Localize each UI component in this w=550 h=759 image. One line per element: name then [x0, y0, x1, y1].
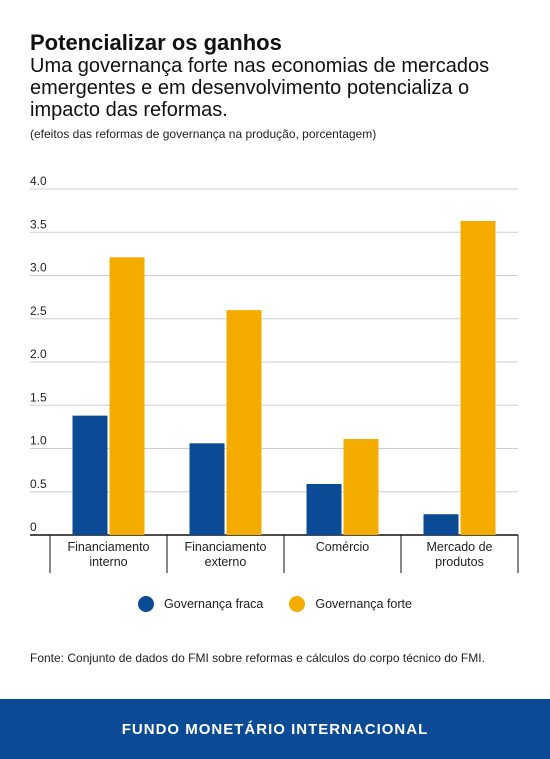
y-tick-label: 0.5	[30, 477, 47, 491]
x-category-label: externo	[205, 555, 247, 569]
legend-item-weak: Governança fraca	[138, 596, 263, 612]
legend-swatch-strong	[289, 596, 306, 612]
x-category-label: Mercado de	[426, 540, 492, 554]
legend-item-strong: Governança forte	[289, 596, 412, 612]
bar-weak-governance	[306, 483, 342, 535]
legend-swatch-weak	[138, 596, 155, 612]
x-category-label: Financiamento	[68, 540, 150, 554]
bar-strong-governance	[343, 438, 379, 535]
legend-label-strong: Governança forte	[315, 597, 412, 611]
source-note: Fonte: Conjunto de dados do FMI sobre re…	[30, 651, 485, 665]
legend: Governança fraca Governança forte	[0, 596, 550, 612]
x-category-label: interno	[89, 555, 127, 569]
y-tick-label: 2.5	[30, 304, 47, 318]
y-tick-label: 3.5	[30, 217, 47, 231]
bar-strong-governance	[109, 257, 145, 535]
y-tick-label: 1.0	[30, 434, 47, 448]
y-tick-label: 2.0	[30, 347, 47, 361]
y-tick-label: 1.5	[30, 390, 47, 404]
bar-weak-governance	[72, 415, 108, 535]
legend-label-weak: Governança fraca	[164, 597, 264, 611]
bar-weak-governance	[189, 443, 225, 535]
footer-bar: FUNDO MONETÁRIO INTERNACIONAL	[0, 699, 550, 759]
y-tick-label: 3.0	[30, 261, 47, 275]
y-tick-label: 0	[30, 520, 37, 534]
chart-subtitle: Uma governança forte nas economias de me…	[30, 55, 490, 121]
x-category-label: Comércio	[316, 540, 370, 554]
bar-strong-governance	[226, 310, 262, 535]
bar-strong-governance	[460, 221, 496, 535]
x-category-label: Financiamento	[185, 540, 267, 554]
footer-org-name: FUNDO MONETÁRIO INTERNACIONAL	[121, 720, 429, 738]
x-category-label: produtos	[435, 555, 484, 569]
chart-note: (efeitos das reformas de governança na p…	[30, 127, 377, 141]
y-tick-label: 4.0	[30, 174, 47, 188]
bar-chart: 00.51.01.52.02.53.03.54.0Financiamentoin…	[30, 174, 519, 573]
bar-weak-governance	[423, 514, 459, 535]
chart-title: Potencializar os ganhos	[30, 30, 282, 55]
